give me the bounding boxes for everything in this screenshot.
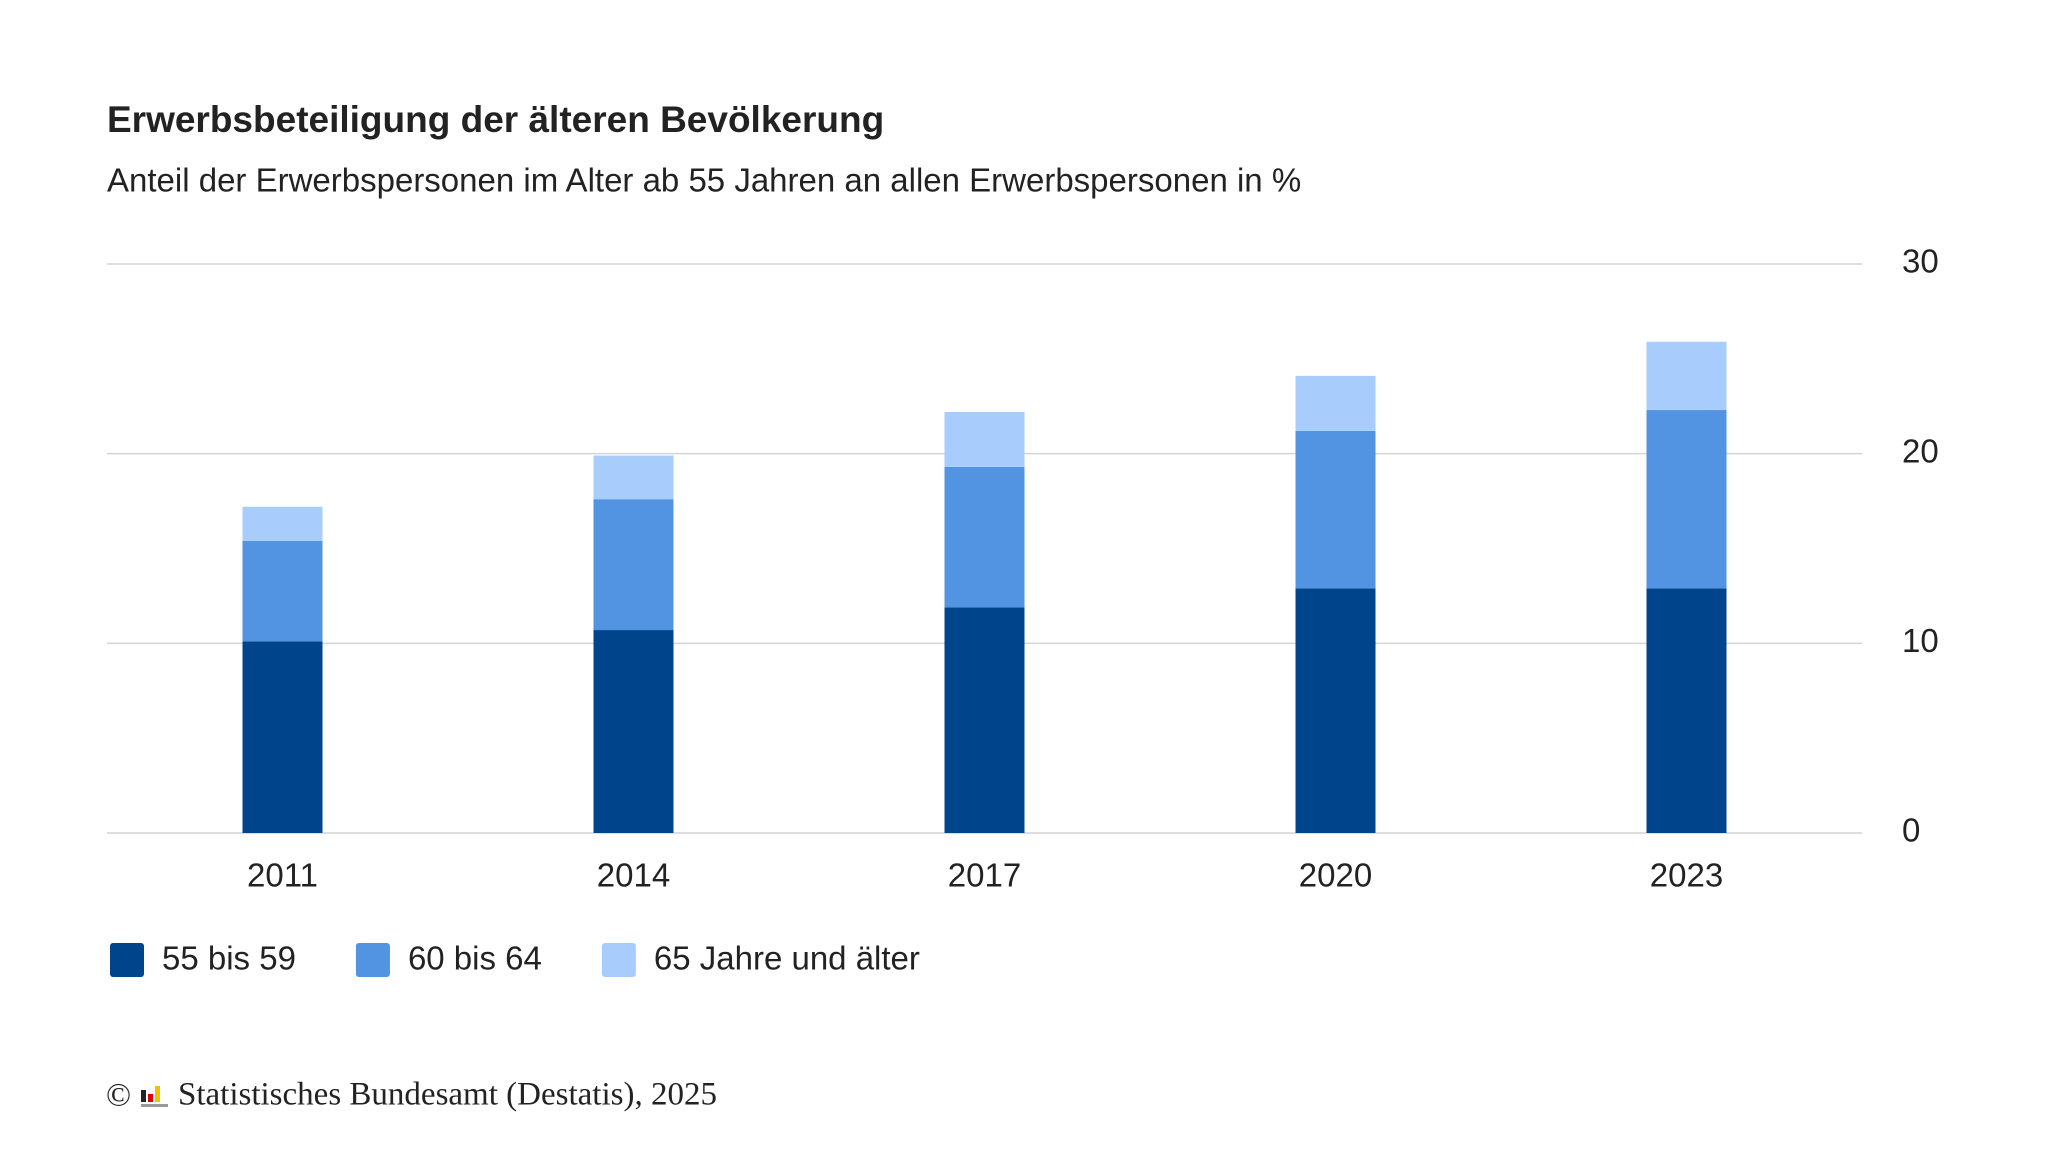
x-tick-label: 2020 — [1299, 857, 1372, 894]
legend-label: 65 Jahre und älter — [654, 940, 920, 977]
destatis-logo — [141, 1086, 168, 1107]
bar-segment — [593, 455, 674, 500]
legend-label: 60 bis 64 — [408, 940, 542, 977]
source-line: © Statistisches Bundesamt (Destatis), 20… — [106, 1077, 717, 1114]
bar-segment — [593, 499, 674, 631]
copyright-sign: © — [106, 1078, 131, 1114]
legend-swatch — [355, 943, 390, 977]
bar-segment — [944, 411, 1025, 467]
legend-swatch — [601, 943, 636, 977]
bar-segment — [1295, 375, 1376, 431]
bar-segment — [242, 641, 323, 833]
x-tick-label: 2014 — [597, 857, 670, 894]
bar-segment — [1295, 588, 1376, 833]
legend-swatch — [110, 943, 144, 977]
bar-segment — [1646, 588, 1727, 833]
bar-segment — [1646, 410, 1727, 589]
chart-title: Erwerbsbeteiligung der älteren Bevölkeru… — [107, 99, 884, 140]
bar-segment — [242, 506, 323, 541]
bar-segment — [944, 607, 1025, 833]
bar-segment — [1646, 341, 1727, 411]
y-tick-label: 0 — [1902, 812, 1920, 849]
x-tick-label: 2017 — [948, 857, 1021, 894]
chart-subtitle: Anteil der Erwerbspersonen im Alter ab 5… — [107, 162, 1301, 199]
bar-segment — [944, 466, 1025, 608]
x-tick-label: 2023 — [1650, 857, 1723, 894]
y-tick-label: 10 — [1902, 622, 1939, 659]
x-tick-label: 2011 — [247, 857, 318, 894]
y-tick-label: 20 — [1902, 432, 1939, 469]
bar-segment — [1295, 430, 1376, 589]
legend-label: 55 bis 59 — [162, 940, 296, 977]
y-tick-label: 30 — [1902, 243, 1939, 280]
source: Statistisches Bundesamt (Destatis), 2025 — [178, 1077, 717, 1113]
bar-segment — [593, 630, 674, 833]
bar-segment — [242, 540, 323, 642]
